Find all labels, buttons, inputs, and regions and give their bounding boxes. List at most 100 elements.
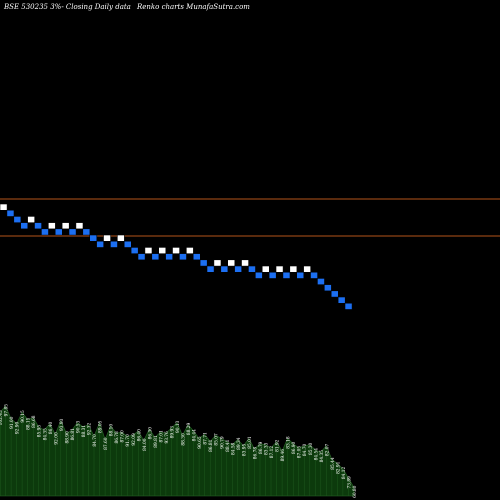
volume-label: 97.85 [5, 404, 10, 417]
renko-brick-down [68, 228, 77, 236]
volume-label: 89.34 [237, 437, 242, 450]
volume-label: 90.65 [198, 436, 203, 449]
renko-brick-up [75, 222, 84, 230]
renko-brick-down [20, 222, 29, 230]
volume-label: 88.29 [187, 423, 192, 436]
renko-brick-down [317, 278, 325, 285]
renko-bricks [0, 203, 353, 310]
volume-label: 84.54 [314, 448, 319, 461]
volume-label: 87.01 [159, 430, 164, 443]
volume-label: 88.31 [82, 425, 87, 438]
volume-label: 86.81 [71, 428, 76, 441]
volume-label: 83.33 [265, 442, 270, 455]
volume-label: 88.90 [65, 431, 70, 444]
volume-label: 93.76 [165, 431, 170, 444]
renko-brick-down [6, 209, 15, 217]
volume-panel [0, 405, 355, 497]
renko-brick-up [103, 234, 111, 242]
renko-brick-up [241, 259, 249, 267]
volume-label: 88.10 [110, 424, 115, 437]
volume-label: 92.90 [16, 422, 21, 435]
volume-label: 83.18 [287, 436, 292, 449]
renko-brick-up [158, 247, 167, 254]
renko-brick-down [137, 253, 146, 261]
volume-label: 87.05 [298, 446, 303, 459]
volume-label: 90.13 [176, 420, 181, 433]
volume-label: 82.07 [325, 444, 330, 457]
volume-label: 84.44 [193, 429, 198, 442]
volume-label: 86.90 [292, 441, 297, 454]
renko-brick-down [54, 228, 63, 236]
volume-label: 86.78 [115, 431, 120, 444]
renko-brick-down [344, 302, 353, 310]
volume-label: 83.95 [242, 444, 247, 457]
renko-brick-down [89, 234, 98, 242]
renko-brick-down [165, 253, 174, 261]
volume-label: 91.70 [126, 434, 131, 447]
volume-label: 84.35 [43, 428, 48, 441]
renko-brick-up [172, 247, 180, 254]
renko-brick-down [179, 253, 187, 261]
renko-brick-down [13, 216, 22, 223]
renko-brick-up [117, 234, 125, 242]
volume-label: 90.79 [220, 436, 225, 449]
volume-label: 88.30 [182, 433, 187, 446]
volume-label: 89.05 [99, 420, 104, 433]
volume-label: 86.40 [49, 422, 54, 435]
volume-label: 93.93 [60, 418, 65, 431]
volume-label: 88.41 [226, 439, 231, 452]
renko-brick-up [186, 247, 194, 254]
volume-label: 85.07 [215, 433, 220, 446]
renko-brick-up [303, 265, 312, 273]
renko-brick-down [192, 253, 201, 261]
volume-label: 87.60 [104, 437, 109, 450]
volume-label: 81.92 [276, 439, 281, 452]
renko-brick-down [82, 228, 91, 236]
volume-label: 82.91 [336, 461, 341, 474]
reference-lines [0, 198, 500, 237]
renko-brick-down [323, 284, 332, 292]
volume-label: 89.81 [154, 435, 159, 448]
volume-label: 85.01 [248, 436, 253, 449]
volume-label: 91.00 [10, 416, 15, 429]
volume-label: 86.68 [32, 415, 37, 428]
renko-brick-down [151, 253, 160, 261]
volume-label: 92.32 [88, 423, 93, 436]
volume-label: 87.71 [204, 432, 209, 445]
volume-label: 92.09 [132, 433, 137, 446]
renko-brick-down [96, 240, 104, 248]
renko-brick-up [227, 259, 236, 267]
volume-label: 86.81 [209, 439, 214, 452]
volume-label: 88.15 [27, 417, 32, 430]
volume-label: 60.80 [353, 485, 358, 498]
renko-brick-down [330, 290, 339, 298]
volume-label: 90.53 [76, 420, 81, 433]
volume-label: 84.70 [303, 444, 308, 457]
renko-brick-up [275, 265, 284, 273]
volume-label: 89.46 [281, 449, 286, 462]
renko-brick-down [234, 265, 243, 273]
renko-brick-down [34, 222, 42, 230]
volume-label: 102.45 [0, 410, 4, 425]
renko-brick-down [268, 271, 277, 279]
volume-label: 85.44 [331, 457, 336, 470]
renko-brick-up [261, 265, 270, 273]
volume-label: 86.40 [137, 429, 142, 442]
renko-brick-up [0, 203, 8, 211]
chart-title: BSE 530235 3%- Closing Daily data [3, 3, 131, 11]
volume-label: 87.12 [270, 446, 275, 459]
volume-label: 86.30 [148, 427, 153, 440]
volume-label: 92.00 [54, 432, 59, 445]
volume-label: 89.93 [171, 426, 176, 439]
renko-brick-down [220, 265, 229, 273]
renko-brick-down [199, 259, 208, 267]
renko-brick-down [255, 271, 263, 279]
volume-label: 84.35 [320, 450, 325, 463]
renko-brick-up [47, 222, 56, 230]
volume-label: 87.00 [121, 430, 126, 443]
volume-label: 85.30 [309, 442, 314, 455]
volume-label: 84.70 [93, 434, 98, 447]
renko-brick-down [248, 265, 256, 273]
volume-label: 84.58 [231, 442, 236, 455]
